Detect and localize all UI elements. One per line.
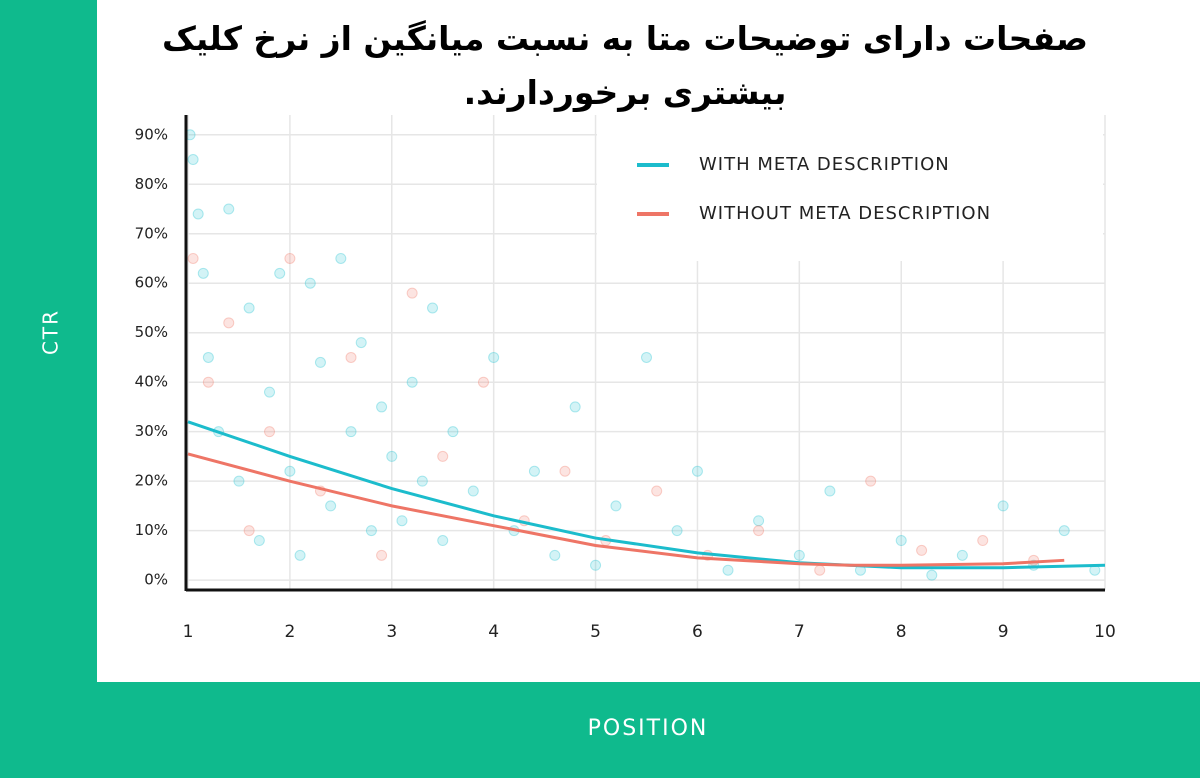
y-tick-label: 40%	[135, 373, 168, 391]
scatter-point	[590, 559, 602, 571]
scatter-point	[376, 549, 388, 561]
scatter-point	[223, 317, 235, 329]
scatter-point	[549, 549, 561, 561]
scatter-point	[202, 376, 214, 388]
scatter-point	[192, 208, 204, 220]
scatter-point	[243, 525, 255, 537]
x-axis-label: POSITION	[588, 716, 709, 741]
scatter-point	[691, 465, 703, 477]
scatter-point	[325, 500, 337, 512]
y-tick-label: 80%	[135, 175, 168, 193]
scatter-point	[753, 515, 765, 527]
scatter-point	[1058, 525, 1070, 537]
scatter-point	[376, 401, 388, 413]
scatter-point	[187, 252, 199, 264]
scatter-point	[488, 351, 500, 363]
scatter-point	[437, 535, 449, 547]
scatter-point	[294, 549, 306, 561]
x-tick-label: 8	[896, 622, 907, 642]
x-tick-label: 3	[386, 622, 397, 642]
scatter-point	[528, 465, 540, 477]
scatter-point	[956, 549, 968, 561]
scatter-point	[895, 535, 907, 547]
legend: WITH META DESCRIPTION WITHOUT META DESCRI…	[597, 115, 1103, 261]
scatter-point	[467, 485, 479, 497]
scatter-point	[997, 500, 1009, 512]
chart-title: صفحات دارای توضیحات متا به نسبت میانگین …	[162, 19, 1088, 112]
scatter-point	[355, 337, 367, 349]
scatter-point	[926, 569, 938, 581]
scatter-point	[722, 564, 734, 576]
y-tick-label: 20%	[135, 472, 168, 490]
scatter-point	[187, 154, 199, 166]
y-tick-label: 30%	[135, 422, 168, 440]
scatter-point	[233, 475, 245, 487]
y-tick-label: 10%	[135, 521, 168, 539]
scatter-point	[264, 386, 276, 398]
line	[187, 452, 1065, 567]
scatter-point	[651, 485, 663, 497]
scatter-point	[569, 401, 581, 413]
scatter-point	[977, 535, 989, 547]
scatter-point	[345, 426, 357, 438]
line	[187, 420, 1106, 570]
x-tick-label: 2	[284, 622, 295, 642]
scatter-point	[223, 203, 235, 215]
scatter-point	[437, 450, 449, 462]
x-tick-label: 7	[794, 622, 805, 642]
y-axis-label: CTR	[39, 309, 63, 355]
scatter-point	[610, 500, 622, 512]
scatter-point	[793, 549, 805, 561]
y-tick-label: 60%	[135, 274, 168, 292]
scatter-point	[641, 351, 652, 363]
scatter-point	[197, 267, 209, 279]
y-tick-label: 50%	[135, 323, 168, 341]
scatter-point	[314, 356, 326, 368]
scatter-point	[477, 376, 489, 388]
scatter-point	[447, 426, 459, 438]
x-tick-label: 1	[183, 622, 194, 642]
scatter-point	[916, 544, 928, 556]
scatter-point	[386, 450, 398, 462]
scatter-point	[865, 475, 877, 487]
scatter-point	[284, 465, 296, 477]
scatter-point	[406, 376, 418, 388]
scatter-point	[753, 525, 765, 537]
legend-box	[597, 115, 1103, 261]
scatter-point	[1028, 554, 1040, 566]
scatter-point	[345, 351, 357, 363]
scatter-point	[284, 252, 296, 264]
y-tick-label: 70%	[135, 224, 168, 242]
y-band	[0, 0, 97, 778]
y-tick-label: 0%	[144, 571, 168, 589]
scatter-point	[253, 535, 265, 547]
scatter-point	[824, 485, 836, 497]
scatter-point	[396, 515, 408, 527]
legend-label: WITHOUT META DESCRIPTION	[699, 203, 991, 224]
scatter-point	[365, 525, 377, 537]
scatter-point	[416, 475, 428, 487]
x-tick-label: 6	[692, 622, 703, 642]
scatter-point	[304, 277, 316, 289]
scatter-point	[671, 525, 683, 537]
x-tick-label: 9	[998, 622, 1009, 642]
x-band	[97, 682, 1200, 778]
scatter-point	[559, 465, 571, 477]
scatter-point	[264, 426, 276, 438]
scatter-point	[814, 564, 826, 576]
x-tick-label: 4	[488, 622, 499, 642]
y-tick-label: 90%	[135, 125, 168, 143]
scatter-point	[243, 302, 255, 314]
x-tick-label: 10	[1094, 622, 1116, 642]
x-tick-label: 5	[590, 622, 601, 642]
scatter-point	[427, 302, 439, 314]
scatter-point	[406, 287, 418, 299]
scatter-point	[202, 351, 214, 363]
legend-label: WITH META DESCRIPTION	[699, 154, 950, 175]
scatter-point	[274, 267, 286, 279]
scatter-point	[335, 252, 347, 264]
